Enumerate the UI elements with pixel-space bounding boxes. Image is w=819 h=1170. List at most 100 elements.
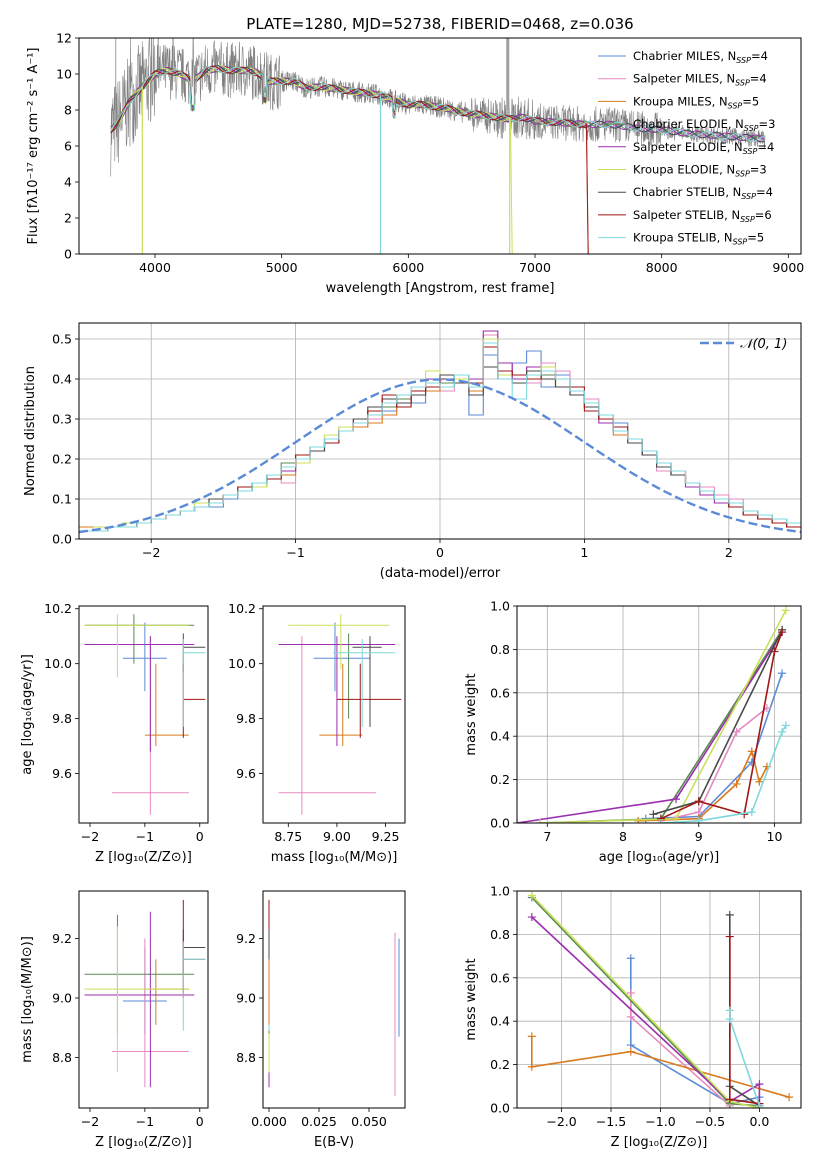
spectrum-plot: [110, 38, 766, 254]
x-tick-label: −1: [136, 1114, 154, 1129]
x-axis-label: Z [log₁₀(Z/Z⊙)]: [95, 850, 192, 865]
weight-marker: [656, 819, 665, 823]
z-mass-plot: [84, 899, 206, 1088]
x-tick-label: −2.0: [546, 1114, 576, 1129]
y-tick-label: 0.3: [52, 412, 72, 427]
y-tick-label: 0.6: [490, 970, 510, 985]
weight-marker: [527, 1032, 536, 1041]
y-tick-label: 0.8: [490, 927, 510, 942]
y-tick-label: 9.8: [52, 711, 72, 726]
y-tick-label: 0.2: [490, 1057, 510, 1072]
y-tick-label: 9.0: [236, 991, 256, 1006]
z-age-plot: [84, 614, 206, 815]
y-tick-label: 9.8: [236, 711, 256, 726]
x-tick-label: 10: [767, 829, 783, 844]
histogram-series: [79, 366, 801, 532]
weight-series: [531, 916, 761, 1106]
x-tick-label: 7: [543, 829, 551, 844]
y-axis-label: Normed distribution: [23, 366, 38, 496]
legend-entry: Salpeter STELIB, NSSP=6: [633, 208, 772, 224]
weight-marker: [725, 1095, 734, 1104]
weight-series: [660, 707, 768, 822]
x-tick-label: 0: [196, 1114, 204, 1129]
spectrum-axes: 4000 5000 6000 7000 8000 9000 0 2 4 6 8 10 12 wavelen…: [26, 31, 804, 297]
y-tick-label: 0.0: [52, 532, 72, 547]
y-tick-label: 2: [64, 211, 72, 226]
y-tick-label: 0.4: [490, 729, 510, 744]
x-tick-label: −2: [81, 829, 99, 844]
mass-age-plot: [278, 614, 402, 815]
y-tick-label: 9.6: [236, 766, 256, 781]
legend-entry: Kroupa STELIB, NSSP=5: [633, 231, 764, 247]
weight-marker: [527, 891, 536, 900]
y-tick-label: 10.2: [44, 601, 72, 616]
weight-marker: [747, 747, 756, 756]
weight-marker: [732, 779, 741, 788]
weight-marker: [755, 1101, 764, 1108]
x-tick-label: 9.00: [323, 829, 351, 844]
x-tick-label: 1: [580, 545, 588, 560]
ebv-mass-axes: 0.000 0.025 0.050 8.8 9.0 9.2 E(B-V): [236, 931, 387, 1150]
weight-marker: [626, 1012, 635, 1021]
x-axis-label: Z [log₁₀(Z/Z⊙)]: [95, 1135, 192, 1150]
weight-marker: [755, 777, 764, 786]
x-tick-label: 0.025: [301, 1114, 337, 1129]
x-tick-label: 9000: [772, 260, 804, 275]
y-axis-label: mass [log₁₀(M/M⊙)]: [20, 936, 35, 1063]
weight-marker: [778, 727, 787, 736]
weight-marker: [781, 721, 790, 730]
x-tick-label: −0.5: [695, 1114, 725, 1129]
weight-marker: [672, 795, 681, 804]
spectrum-frame: [78, 37, 802, 255]
y-tick-label: 10.0: [44, 656, 72, 671]
ebv-mass-plot: [268, 899, 400, 1097]
x-axis-label: age [log₁₀(age/yr)]: [599, 850, 720, 865]
x-tick-label: −1.0: [645, 1114, 675, 1129]
y-tick-label: 9.0: [52, 991, 72, 1006]
weight-series: [630, 958, 760, 1105]
model-spectrum: [110, 65, 765, 143]
y-tick-label: 8.8: [236, 1050, 256, 1065]
weight-series: [729, 1010, 761, 1107]
model-spectrum: [110, 66, 765, 142]
x-tick-label: −1: [286, 545, 304, 560]
x-tick-label: 9.25: [372, 829, 400, 844]
x-tick-label: 8.75: [274, 829, 302, 844]
y-tick-label: 10.0: [228, 656, 256, 671]
y-axis-label: Flux [fλ10⁻¹⁷ erg cm⁻² s⁻¹ A⁻¹]: [26, 48, 41, 245]
legend-entry: Salpeter ELODIE, NSSP=4: [633, 140, 774, 156]
figure-title: PLATE=1280, MJD=52738, FIBERID=0468, z=0…: [246, 15, 633, 33]
weight-series: [729, 936, 760, 1105]
y-tick-label: 0.5: [52, 332, 72, 347]
y-tick-label: 0.0: [490, 1101, 510, 1116]
z-age-axes: −2 −1 0 9.6 9.8 10.0 10.2 Z [log₁₀(Z/Z⊙)] age [l…: [20, 601, 204, 865]
age-weight-plot: [517, 606, 790, 823]
y-tick-label: 0.1: [52, 492, 72, 507]
legend-entry: Chabrier MILES, NSSP=4: [633, 49, 768, 65]
z-weight-plot: [527, 891, 794, 1108]
x-tick-label: 0.0: [749, 1114, 769, 1129]
y-tick-label: 6: [64, 139, 72, 154]
z-mass-axes: −2 −1 0 8.8 9.0 9.2 Z [log₁₀(Z/Z⊙)] mass [log₁₀…: [20, 931, 204, 1150]
weight-marker: [527, 1062, 536, 1071]
weight-series: [729, 914, 760, 1107]
weight-marker: [535, 819, 544, 823]
x-tick-label: 8000: [646, 260, 678, 275]
x-tick-label: 4000: [139, 260, 171, 275]
y-tick-label: 1.0: [490, 599, 510, 614]
weight-marker: [732, 727, 741, 736]
y-tick-label: 0.4: [490, 1014, 510, 1029]
weight-series: [539, 629, 783, 823]
weight-marker: [778, 628, 787, 637]
x-axis-label: E(B-V): [314, 1135, 354, 1150]
model-spectrum: [110, 65, 513, 254]
age-weight-axes: 7 8 9 10 0.0 0.2 0.4 0.6 0.8 1.0 age [log₁₀(age/yr…: [464, 599, 801, 865]
y-tick-label: 8: [64, 103, 72, 118]
weight-marker: [725, 1006, 734, 1015]
x-axis-label: mass [log₁₀(M/M⊙)]: [271, 850, 398, 865]
gaussian-curve: [79, 378, 801, 534]
weight-marker: [785, 1093, 794, 1102]
histogram-series: [79, 342, 801, 532]
data-spectrum: [110, 38, 766, 177]
